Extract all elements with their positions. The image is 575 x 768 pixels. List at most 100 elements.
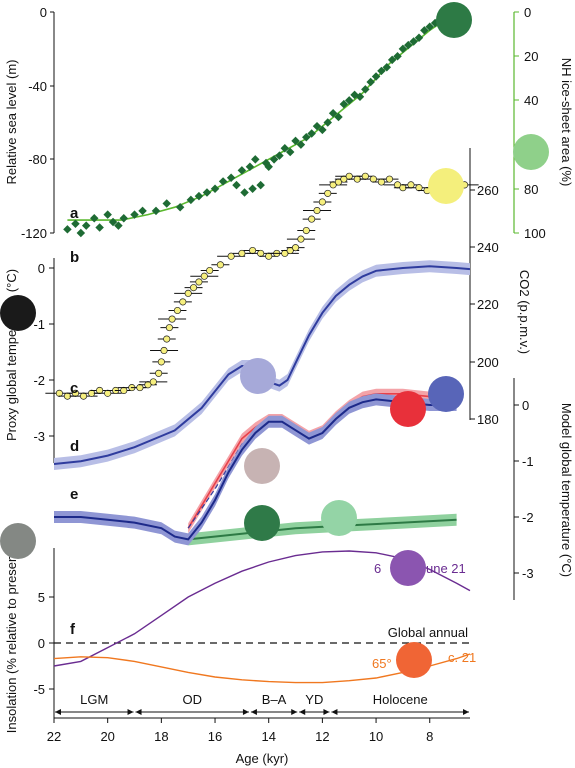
sea-level-point	[114, 221, 123, 230]
sea-level-point	[248, 184, 257, 194]
co2-point	[96, 386, 104, 394]
sea-level-point	[420, 26, 429, 35]
global-annual-label: Global annual	[388, 625, 468, 640]
x-tick-label: 12	[315, 729, 329, 744]
sea-level-point	[302, 132, 311, 142]
sea-level-point	[71, 219, 80, 229]
co2-point	[149, 378, 157, 386]
x-ticks: 22 20 18 16 14 12 10 8	[47, 718, 433, 744]
marker-circle-purple	[390, 550, 426, 586]
model-temp-tick-label: -2	[522, 510, 534, 525]
co2-point	[163, 335, 171, 343]
sea-level-point	[393, 51, 402, 61]
marker-circle-gray	[0, 523, 36, 559]
co2-point	[297, 235, 305, 243]
marker-circles	[0, 2, 549, 678]
co2-point	[79, 392, 88, 400]
period-bar: LGM OD B–A YD Holocene	[55, 692, 469, 715]
sea-level-point	[269, 155, 279, 164]
panel-label-c: c	[70, 380, 78, 397]
sea-level-point	[210, 184, 220, 194]
panel-a-marks	[63, 7, 467, 238]
sea-level-point	[237, 166, 247, 175]
marker-circle-light-green	[513, 134, 549, 170]
sea-level-point	[256, 180, 265, 190]
co2-point	[216, 261, 224, 269]
marker-circle-lavender	[240, 358, 276, 394]
model-single-forcing-band	[188, 388, 457, 534]
co2-point	[265, 252, 273, 260]
sea-level-point	[108, 217, 118, 227]
period-arrowhead	[323, 709, 330, 715]
insolation-axis-title: Insolation (% relative to present)	[4, 547, 19, 733]
marker-circle-mint	[321, 500, 357, 536]
model-temp-tick-label: -3	[522, 566, 534, 581]
marker-circle-orange	[396, 642, 432, 678]
co2-point	[206, 266, 214, 275]
sea-level-point	[307, 129, 316, 138]
period-arrowhead	[291, 709, 298, 715]
co2-tick-label: 260	[477, 183, 499, 198]
x-tick-label: 14	[261, 729, 275, 744]
co2-point	[291, 244, 300, 252]
model-global-temperature-line	[54, 398, 457, 541]
sea-level-point	[119, 214, 129, 223]
co2-tick-label: 200	[477, 355, 499, 370]
co2-point	[195, 278, 203, 286]
sea-level-point	[291, 136, 300, 146]
sea-level-point	[245, 162, 255, 171]
sea-level-tick-label: -120	[21, 226, 47, 241]
proxy-temp-axis-title: Proxy global temperature (°C)	[4, 269, 19, 441]
sea-level-point	[318, 125, 327, 135]
panel-label-e: e	[70, 486, 78, 503]
co2-point	[179, 298, 187, 306]
co2-point	[407, 181, 415, 189]
co2-tick-label: 180	[477, 412, 499, 427]
co2-point	[313, 206, 321, 215]
co2-point	[165, 324, 173, 332]
x-axis-title: Age (kyr)	[236, 751, 289, 766]
x-tick-label: 18	[154, 729, 168, 744]
marker-circle-dark-green	[436, 2, 472, 38]
sea-level-point	[377, 66, 386, 76]
co2-point	[238, 249, 246, 257]
sea-level-axis-title: Relative sea level (m)	[4, 60, 19, 185]
sea-level-point	[226, 173, 236, 182]
sea-level-point	[81, 221, 91, 230]
panel-label-b: b	[70, 249, 79, 266]
sea-level-point	[162, 199, 171, 208]
co2-point	[324, 189, 332, 197]
sea-level-point	[175, 202, 185, 212]
insolation-tick-label: 0	[38, 636, 45, 651]
sea-level-point	[382, 63, 392, 72]
sea-level-point	[264, 162, 273, 171]
insolation-tick-label: -5	[33, 682, 45, 697]
ice-sheet-tick-label: 80	[524, 182, 538, 197]
sea-level-point	[103, 210, 112, 219]
marker-circle-black	[0, 295, 36, 331]
sea-level-point	[280, 144, 290, 153]
model-no-co2-line	[188, 518, 457, 541]
ice-sheet-tick-label: 20	[524, 49, 538, 64]
panel-label-a: a	[70, 205, 79, 222]
ice-sheet-tick-label: 40	[524, 93, 538, 108]
period-arrowhead	[242, 709, 249, 715]
proxy-temp-tick-label: 0	[38, 261, 45, 276]
panel-b-marks	[45, 172, 479, 400]
sea-level-point	[251, 155, 260, 164]
co2-point	[173, 306, 182, 315]
sea-level-point	[275, 151, 284, 160]
co2-point	[369, 175, 377, 183]
sea-level-point	[334, 112, 343, 122]
sea-level-point	[414, 33, 424, 43]
co2-point	[55, 389, 63, 397]
sea-level-point	[186, 195, 196, 205]
ice-sheet-axis-title: NH ice-sheet area (%)	[559, 58, 574, 187]
period-arrowhead	[250, 709, 257, 715]
co2-point	[190, 284, 198, 292]
co2-point	[415, 184, 423, 192]
period-arrowhead	[331, 709, 338, 715]
co2-point	[377, 178, 385, 186]
marker-circle-mauve	[244, 448, 280, 484]
period-arrowhead	[299, 709, 306, 715]
